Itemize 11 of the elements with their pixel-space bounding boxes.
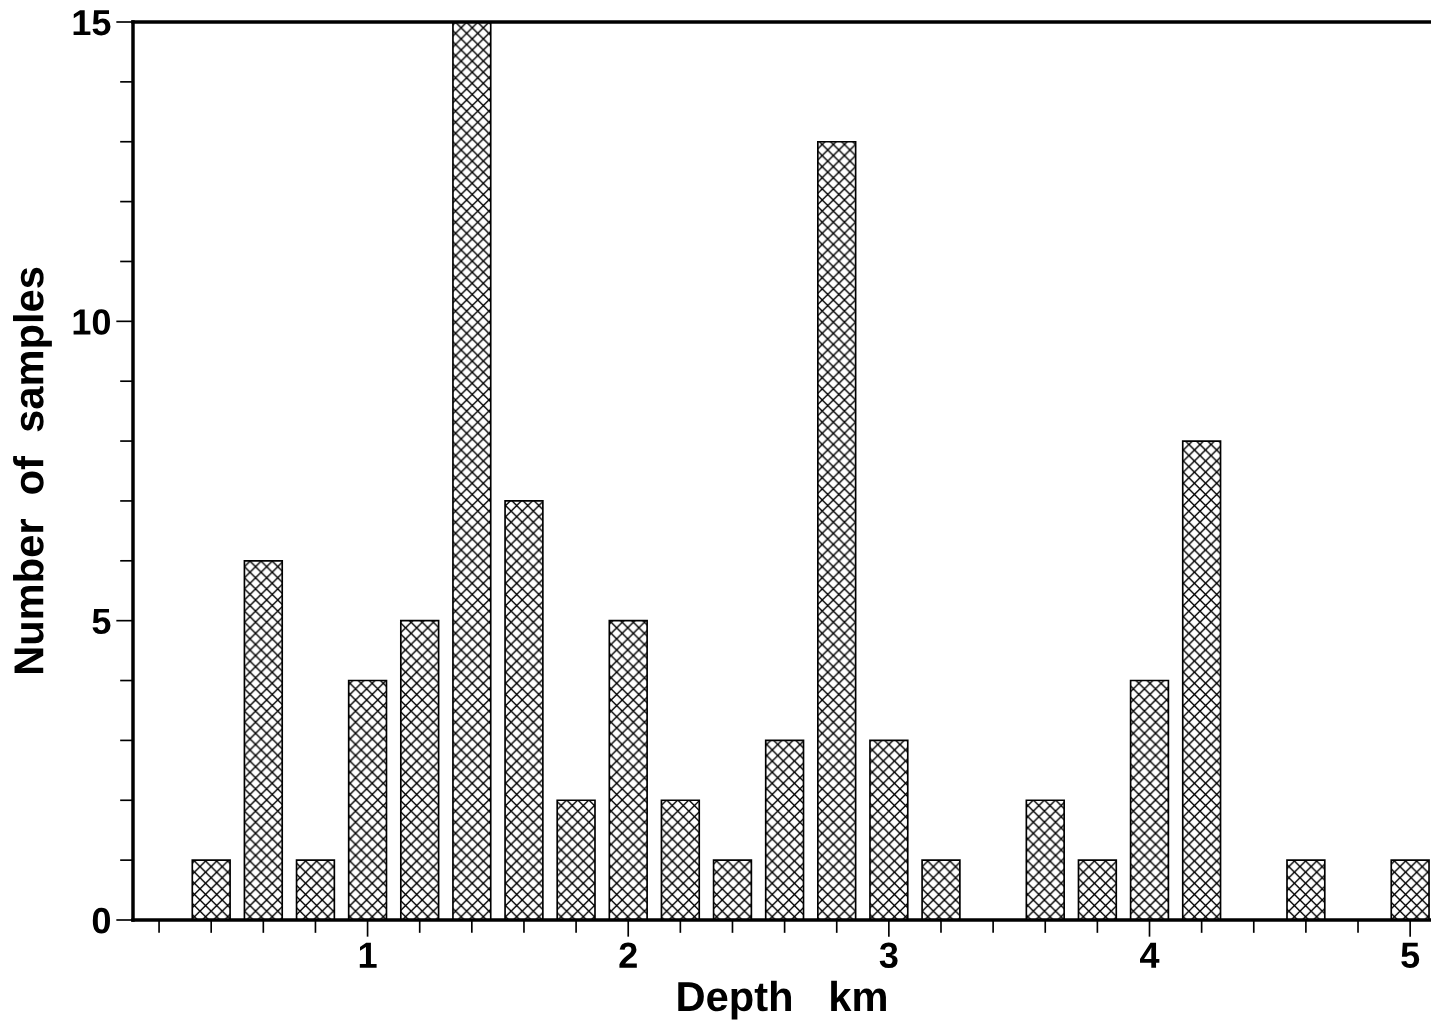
x-axis-title: Depth km [678, 980, 886, 1020]
y-axis-title: Number of samples [13, 267, 52, 674]
x-tick-label: 2 [619, 942, 637, 968]
x-tick-label: 3 [879, 942, 898, 969]
y-tick-label: 10 [73, 309, 110, 335]
y-tick-label: 0 [92, 907, 110, 934]
y-tick-label: 5 [92, 608, 111, 635]
x-tick-label: 1 [359, 942, 377, 968]
y-tick-label: 15 [73, 10, 111, 36]
x-tick-label: 4 [1140, 942, 1160, 968]
x-tick-label: 5 [1401, 942, 1420, 969]
